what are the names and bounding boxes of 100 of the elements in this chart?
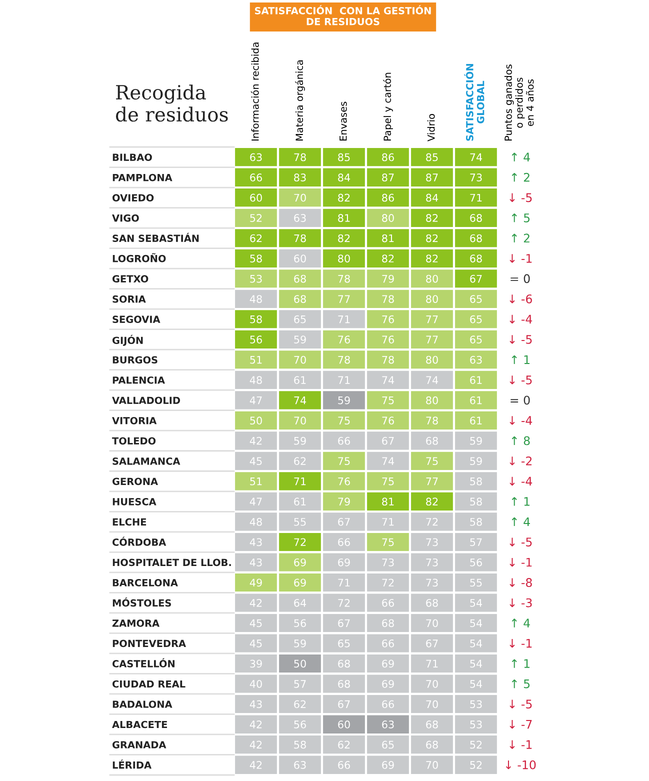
data-label: ↓ -8 xyxy=(510,578,532,587)
data-label: 84 xyxy=(338,174,350,182)
y-tick-label: CÓRDOBA xyxy=(112,536,166,546)
data-label: 78 xyxy=(382,295,394,303)
data-label: 73 xyxy=(470,174,482,182)
data-label: ↑ 1 xyxy=(512,497,530,506)
y-tick-label: BILBAO xyxy=(112,154,152,161)
y-tick-label: LÉRIDA xyxy=(112,760,152,769)
data-label: 76 xyxy=(338,336,350,344)
data-label: ↑ 4 xyxy=(512,152,530,162)
data-label: 60 xyxy=(338,720,350,728)
data-label: 75 xyxy=(382,396,394,404)
data-label: ↑ 2 xyxy=(512,234,530,242)
data-label: 82 xyxy=(426,498,438,506)
x-tick-label: Información recibida xyxy=(250,42,259,140)
data-label: 65 xyxy=(470,336,482,344)
data-label: 69 xyxy=(294,558,306,566)
y-tick-label: GETXO xyxy=(112,275,148,283)
data-label: 78 xyxy=(294,234,306,242)
data-label: 77 xyxy=(426,315,438,324)
data-label: ↑ 4 xyxy=(512,618,530,628)
data-label: 77 xyxy=(426,478,438,486)
data-label: 75 xyxy=(338,416,350,425)
data-label: 65 xyxy=(470,315,482,324)
y-tick-label: PALENCIA xyxy=(112,376,165,384)
y-tick-label: GRANADA xyxy=(112,741,166,748)
data-label: ↓ -1 xyxy=(510,740,532,749)
data-label: 59 xyxy=(338,396,350,404)
data-label: 70 xyxy=(294,194,306,202)
data-label: 62 xyxy=(250,234,262,242)
data-label: ↓ -10 xyxy=(506,760,536,770)
x-tick-label: Materia orgánica xyxy=(295,60,305,140)
data-label: ↑ 2 xyxy=(512,172,530,182)
data-label: 83 xyxy=(294,174,306,182)
data-label: 76 xyxy=(382,315,394,324)
data-label: 80 xyxy=(338,254,350,262)
data-label: 53 xyxy=(250,274,262,283)
data-label: 71 xyxy=(294,478,306,486)
data-label: 75 xyxy=(338,457,350,466)
data-label: 70 xyxy=(294,356,306,364)
data-label: 86 xyxy=(382,153,394,162)
data-label: ↓ -5 xyxy=(510,376,532,384)
data-label: 74 xyxy=(470,153,482,162)
data-label: 81 xyxy=(382,234,394,242)
data-label: 77 xyxy=(426,336,438,344)
data-label: 68 xyxy=(294,295,306,303)
data-label: 69 xyxy=(294,578,306,587)
data-label: 82 xyxy=(426,234,438,242)
data-label: 51 xyxy=(250,478,262,486)
data-label: ↑ 4 xyxy=(512,517,530,526)
data-label: ↑ 8 xyxy=(512,436,530,446)
y-tick-label: BADALONA xyxy=(112,700,172,708)
y-tick-label: HOSPITALET DE LLOB. xyxy=(112,558,231,566)
data-label: ↑ 1 xyxy=(512,659,530,668)
data-label: ↓ -2 xyxy=(510,456,532,466)
data-label: 81 xyxy=(338,214,350,222)
data-label: 50 xyxy=(250,416,262,425)
data-label: 78 xyxy=(294,153,306,162)
y-tick-label: LOGROÑO xyxy=(112,253,166,262)
data-label: 82 xyxy=(338,234,350,242)
data-label: 72 xyxy=(294,538,306,546)
data-label: 50 xyxy=(294,660,306,668)
x-tick-label: Vidrio xyxy=(427,114,435,142)
y-tick-label: MÓSTOLES xyxy=(112,598,171,607)
data-label: 80 xyxy=(426,295,438,303)
data-label: 52 xyxy=(250,214,262,222)
data-label: 80 xyxy=(382,214,394,222)
data-label: ↓ -4 xyxy=(510,476,532,486)
y-tick-label: BARCELONA xyxy=(112,579,178,586)
data-label: 82 xyxy=(426,214,438,222)
data-label: 80 xyxy=(426,396,438,404)
data-label: 63 xyxy=(382,720,394,728)
data-label: ↑ 5 xyxy=(512,679,530,688)
x-tick-label: SATISFACCIÓN GLOBAL xyxy=(464,64,484,141)
x-tick-label: Puntos ganados o perdidos en 4 años xyxy=(504,64,534,140)
data-label: 68 xyxy=(470,234,482,242)
data-label: ↓ -5 xyxy=(510,335,532,344)
data-label: 66 xyxy=(250,174,262,182)
y-tick-label: GIJÓN xyxy=(112,334,143,346)
x-tick-label: Envases xyxy=(340,102,347,140)
y-tick-label: PONTEVEDRA xyxy=(112,640,186,648)
y-tick-label: CIUDAD REAL xyxy=(112,680,186,688)
data-label: 61 xyxy=(470,416,482,425)
data-label: 75 xyxy=(382,538,394,546)
data-label: 60 xyxy=(250,194,262,202)
data-label: 65 xyxy=(470,295,482,303)
data-label: 76 xyxy=(382,336,394,344)
data-label: 58 xyxy=(250,254,262,262)
y-tick-label: ALBACETE xyxy=(112,720,167,728)
data-label: 87 xyxy=(382,174,394,182)
data-label: 87 xyxy=(426,174,438,182)
y-tick-label: ELCHE xyxy=(112,518,146,526)
y-tick-label: VALLADOLID xyxy=(112,396,180,404)
y-tick-label: HUESCA xyxy=(112,498,156,506)
data-label: 51 xyxy=(250,356,262,364)
data-label: 63 xyxy=(250,153,262,162)
data-label: 80 xyxy=(426,356,438,364)
data-label: 67 xyxy=(470,274,482,283)
data-label: ↓ -4 xyxy=(510,314,532,324)
y-tick-label: SEGOVIA xyxy=(112,316,160,324)
